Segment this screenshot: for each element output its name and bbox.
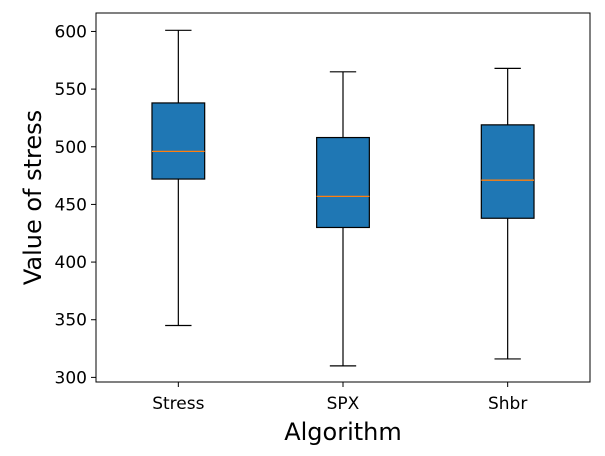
box-stress <box>151 102 206 180</box>
y-tick-label: 550 <box>55 80 87 100</box>
x-tick-label-stress: Stress <box>152 394 204 414</box>
plot-layer: 300 350 400 450 500 550 600 Stress SPX Shbr <box>55 12 591 414</box>
y-axis-title: Value of stress <box>19 110 47 285</box>
y-tick-label: 300 <box>55 368 87 388</box>
x-tick-label-shbr: Shbr <box>488 394 527 414</box>
y-tick-label: 600 <box>55 22 87 42</box>
box-spx <box>316 136 370 229</box>
y-tick-label: 500 <box>55 138 87 158</box>
y-tick-label: 350 <box>55 311 87 331</box>
y-tick-label: 400 <box>55 253 87 273</box>
box-shbr <box>480 124 535 219</box>
x-axis-title: Algorithm <box>284 418 402 446</box>
x-tick-label-spx: SPX <box>327 394 360 414</box>
y-tick-label: 450 <box>55 195 87 215</box>
